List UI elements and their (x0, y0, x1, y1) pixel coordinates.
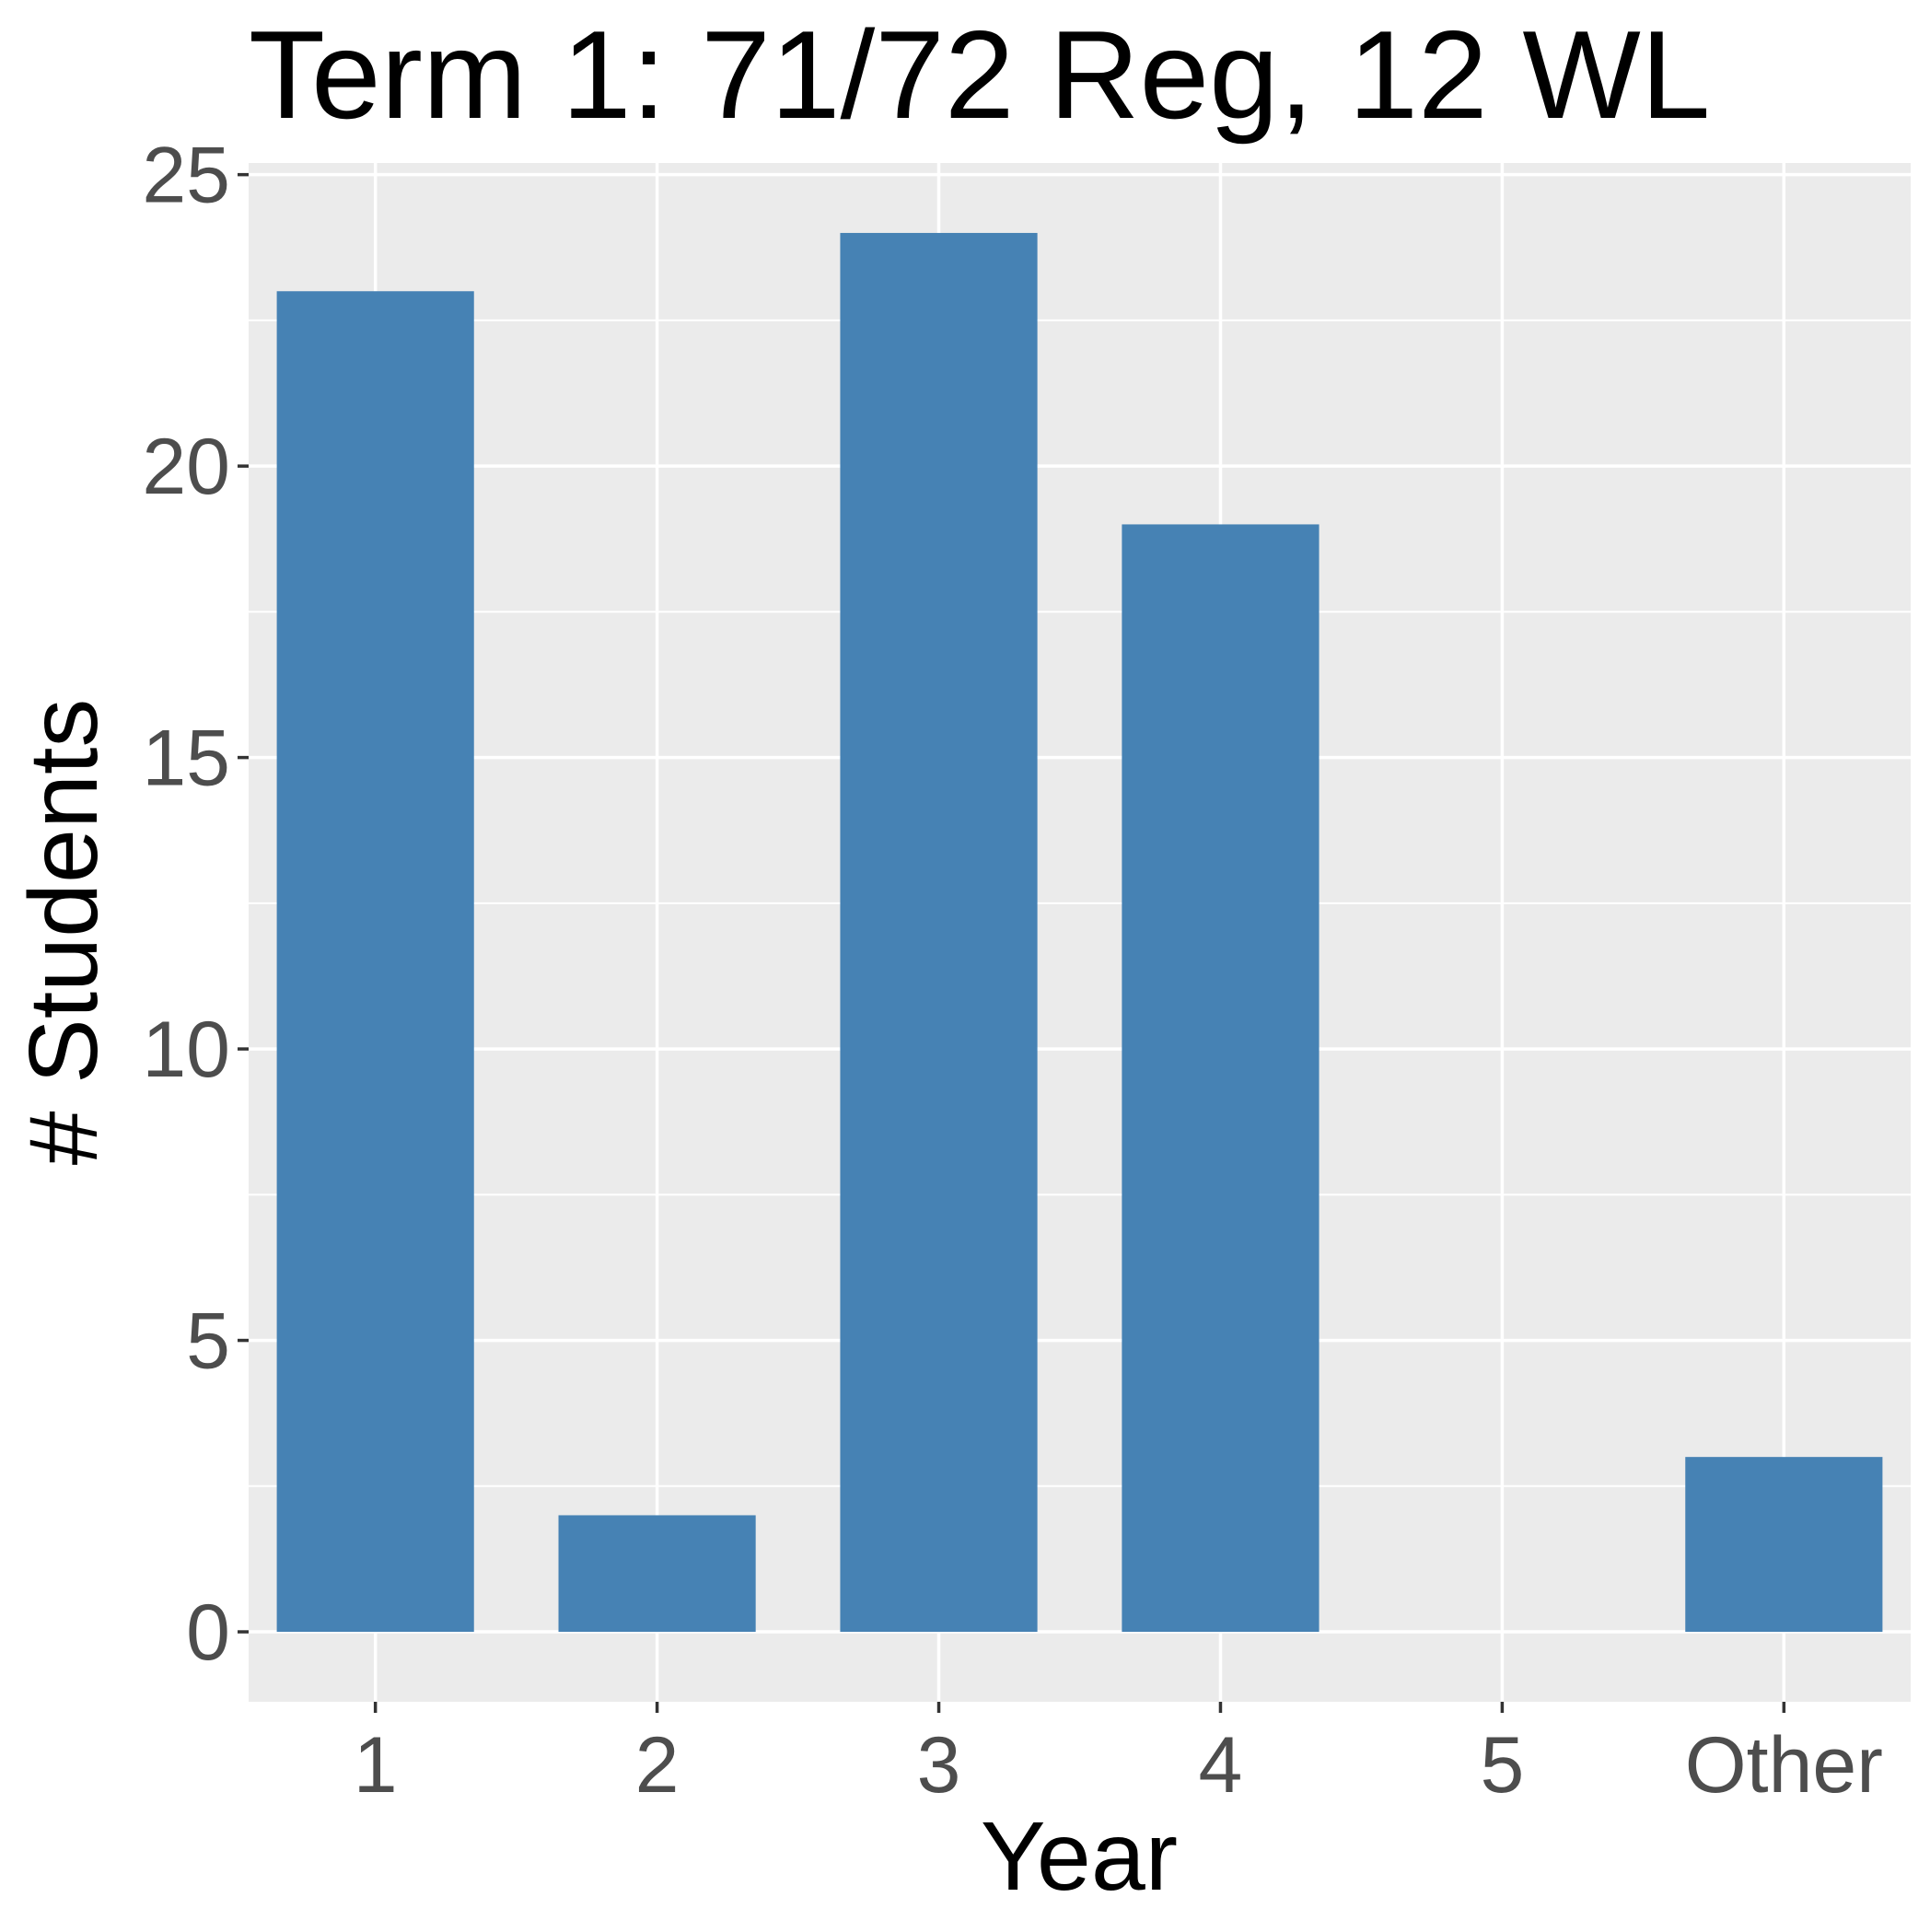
bar (1685, 1457, 1883, 1633)
chart-title: Term 1: 71/72 Reg, 12 WL (249, 5, 1710, 145)
x-tick-label: Other (1685, 1721, 1883, 1810)
y-axis: 0 5 10 15 20 25 (142, 132, 249, 1677)
x-tick-label: 2 (635, 1721, 680, 1810)
y-tick-label: 10 (142, 1006, 230, 1094)
x-tick-label: 1 (354, 1721, 398, 1810)
y-tick-label: 5 (186, 1298, 230, 1386)
x-tick-label: 4 (1199, 1721, 1243, 1810)
plot-panel (249, 163, 1911, 1702)
y-tick-label: 25 (142, 132, 230, 220)
y-tick-label: 20 (142, 423, 230, 511)
y-tick-label: 0 (186, 1589, 230, 1677)
minor-grid (249, 319, 1911, 1487)
x-axis-title: Year (981, 1802, 1178, 1911)
x-tick-label: 3 (917, 1721, 961, 1810)
bar (558, 1515, 756, 1633)
bars (276, 232, 1883, 1633)
y-tick-label: 15 (142, 715, 230, 803)
x-tick-label: 5 (1480, 1721, 1524, 1810)
x-axis: 1 2 3 4 5 Other (354, 1702, 1883, 1810)
y-axis-title: # Students (9, 699, 118, 1166)
bar (840, 232, 1038, 1633)
bar (276, 291, 474, 1633)
bar (1122, 524, 1320, 1633)
